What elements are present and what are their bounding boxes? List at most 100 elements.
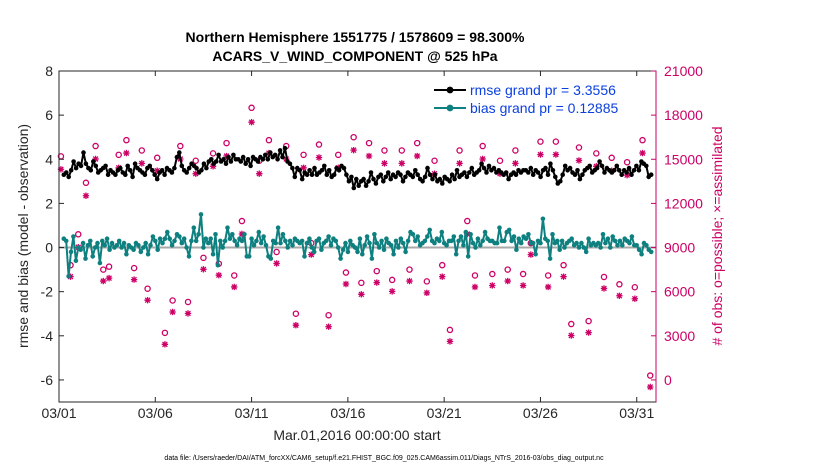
rmse-point xyxy=(71,159,76,164)
rmse-point xyxy=(272,152,278,158)
rmse-point xyxy=(562,163,568,169)
rmse-point xyxy=(275,157,280,162)
rmse-point xyxy=(614,163,620,169)
bias-point xyxy=(355,249,360,255)
bias-point xyxy=(391,251,396,257)
right-y-tick-label: 0 xyxy=(664,372,672,388)
bias-point xyxy=(600,232,606,237)
rmse-point xyxy=(265,157,271,162)
rmse-point xyxy=(427,172,433,177)
bias-point xyxy=(605,236,611,241)
rmse-point xyxy=(626,165,632,171)
bias-point xyxy=(376,245,382,250)
rmse-point xyxy=(213,159,219,164)
rmse-point xyxy=(331,172,337,177)
obs-assimilated-marker xyxy=(439,273,446,280)
obs-assimilated-marker xyxy=(365,152,373,160)
bias-point xyxy=(234,243,240,248)
bias-point xyxy=(97,260,103,266)
rmse-point xyxy=(356,183,362,188)
bias-point xyxy=(422,238,428,244)
bias-point xyxy=(95,240,100,246)
obs-assimilated-marker xyxy=(292,322,300,329)
rmse-point xyxy=(619,172,624,177)
obs-possible-marker xyxy=(82,179,90,187)
rmse-point xyxy=(307,168,312,173)
bias-point xyxy=(396,245,401,250)
rmse-point xyxy=(349,174,354,180)
rmse-point xyxy=(506,176,511,182)
x-tick-label: 03/01 xyxy=(41,405,76,421)
obs-assimilated-marker xyxy=(154,167,161,174)
bias-point xyxy=(316,236,322,241)
rmse-point xyxy=(378,172,384,177)
obs-assimilated-marker xyxy=(209,163,217,170)
obs-possible-marker xyxy=(413,139,421,147)
rmse-point xyxy=(403,174,408,180)
bias-point xyxy=(333,238,339,244)
rmse-point xyxy=(93,163,99,169)
rmse-point xyxy=(248,163,253,169)
rmse-point xyxy=(351,185,357,191)
bias-point xyxy=(102,243,107,248)
obs-assimilated-marker xyxy=(92,155,99,163)
bias-point xyxy=(208,236,213,241)
bias-point xyxy=(287,238,293,244)
obs-possible-marker xyxy=(537,138,544,145)
bias-point xyxy=(533,251,538,257)
rmse-point xyxy=(299,176,305,182)
bias-point xyxy=(88,238,93,244)
bias-point xyxy=(497,225,502,230)
bias-point xyxy=(595,240,601,246)
obs-assimilated-marker xyxy=(200,266,207,273)
rmse-point xyxy=(420,179,425,184)
bias-point xyxy=(475,236,481,241)
rmse-point xyxy=(400,179,406,184)
obs-assimilated-marker xyxy=(552,151,560,158)
bias-point xyxy=(514,247,519,252)
obs-possible-marker xyxy=(456,147,463,154)
bias-point xyxy=(453,251,459,257)
obs-assimilated-marker xyxy=(82,192,90,199)
rmse-point xyxy=(449,172,455,177)
rmse-point xyxy=(132,161,138,166)
obs-assimilated-marker xyxy=(105,274,113,282)
rmse-point xyxy=(260,157,266,162)
rmse-point xyxy=(363,183,369,188)
obs-possible-marker xyxy=(350,133,357,141)
rmse-point xyxy=(528,165,534,171)
bias-point xyxy=(258,240,264,246)
rmse-point xyxy=(415,172,421,177)
rmse-point xyxy=(204,165,209,171)
bias-point xyxy=(302,254,307,259)
bias-point xyxy=(367,240,372,246)
obs-possible-marker xyxy=(300,151,307,159)
right-y-tick-label: 18000 xyxy=(664,107,703,123)
bias-point xyxy=(167,236,172,241)
rmse-point xyxy=(462,170,467,175)
bias-point xyxy=(478,243,483,248)
rmse-point xyxy=(530,172,536,177)
bias-point xyxy=(413,238,418,244)
rmse-point xyxy=(194,165,199,171)
bias-point xyxy=(328,243,334,248)
bias-point xyxy=(157,236,163,241)
rmse-point xyxy=(177,150,182,155)
bias-point xyxy=(273,240,279,246)
bias-point xyxy=(629,234,635,239)
bias-point xyxy=(227,236,233,241)
obs-possible-marker xyxy=(105,263,113,270)
bias-point xyxy=(256,229,262,235)
left-y-axis-label: rmse and bias (model - observation) xyxy=(15,124,31,348)
bias-point xyxy=(516,236,522,241)
bias-point xyxy=(456,238,461,244)
obs-assimilated-marker xyxy=(585,329,592,336)
x-tick-label: 03/16 xyxy=(330,405,365,421)
rmse-point xyxy=(172,165,177,171)
obs-assimilated-marker xyxy=(544,283,552,291)
bias-point xyxy=(304,240,310,246)
bias-point xyxy=(131,247,136,252)
obs-assimilated-marker xyxy=(575,157,583,164)
rmse-point xyxy=(118,165,123,171)
bias-point xyxy=(162,236,168,241)
